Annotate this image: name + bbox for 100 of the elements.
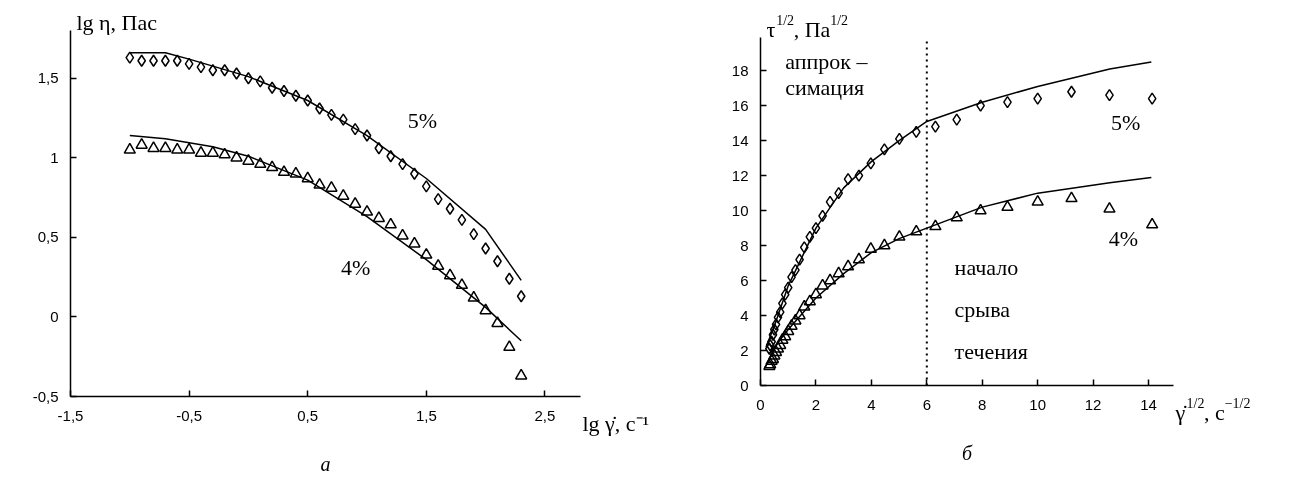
point xyxy=(893,229,906,241)
point xyxy=(137,54,147,67)
x-tick-label: 12 xyxy=(1084,395,1102,413)
point xyxy=(854,169,864,182)
point xyxy=(160,54,170,67)
point xyxy=(481,242,491,255)
point xyxy=(301,171,314,183)
point xyxy=(194,145,208,157)
point xyxy=(764,342,774,356)
point xyxy=(135,137,148,149)
point xyxy=(338,113,348,126)
x-tick-label: 14 xyxy=(1140,395,1157,413)
point xyxy=(337,188,350,200)
point xyxy=(805,230,815,244)
point xyxy=(433,192,443,206)
point xyxy=(514,368,528,380)
point xyxy=(360,204,374,216)
point xyxy=(516,290,526,303)
point xyxy=(818,209,828,223)
point xyxy=(894,132,904,146)
x-tick-label: 0 xyxy=(756,395,765,413)
point xyxy=(504,272,514,285)
point xyxy=(777,297,787,310)
point xyxy=(265,160,279,172)
y-tick-label: 0 xyxy=(50,307,59,325)
y-tick-label: 0 xyxy=(740,376,749,394)
point xyxy=(218,147,231,159)
annotation: 5% xyxy=(1110,109,1141,135)
point xyxy=(125,51,135,64)
point xyxy=(852,252,866,264)
point xyxy=(372,211,386,223)
point xyxy=(816,278,829,290)
point xyxy=(289,166,303,178)
point xyxy=(929,219,942,231)
point xyxy=(469,227,479,241)
point xyxy=(952,113,962,126)
point xyxy=(879,143,889,156)
point xyxy=(350,122,360,136)
x-tick-label: 2 xyxy=(811,395,821,413)
point xyxy=(811,221,821,235)
point xyxy=(467,290,481,302)
y-tick-label: 1,5 xyxy=(37,69,59,87)
annotation: 4% xyxy=(340,254,371,280)
point xyxy=(768,328,778,342)
annotation: 5% xyxy=(407,108,438,134)
point xyxy=(843,172,853,186)
y-tick-label: 8 xyxy=(740,236,749,254)
x-tick-label: 6 xyxy=(922,395,931,413)
point xyxy=(123,142,137,154)
x-tick-label: 8 xyxy=(978,395,987,413)
text: б xyxy=(961,441,973,464)
y-tick-label: 16 xyxy=(731,96,749,114)
point xyxy=(421,180,431,193)
point xyxy=(291,89,301,102)
point xyxy=(184,57,194,71)
point xyxy=(313,177,326,189)
point xyxy=(503,340,516,352)
x-axis-title: lg γ̇, с⁻¹ xyxy=(582,411,650,436)
x-tick-label: -1,5 xyxy=(57,406,84,424)
y-tick-label: 14 xyxy=(731,131,749,149)
point xyxy=(911,125,921,139)
point xyxy=(780,288,790,301)
point xyxy=(196,60,206,74)
point xyxy=(930,120,940,133)
point xyxy=(491,316,504,328)
point xyxy=(457,213,467,227)
point xyxy=(1145,217,1159,229)
point xyxy=(1147,92,1157,105)
point xyxy=(1001,200,1014,212)
y-tick-label: 18 xyxy=(731,61,749,79)
point xyxy=(878,238,891,250)
y-axis-title: lg η, Пас xyxy=(76,10,158,35)
point xyxy=(769,323,779,336)
y-tick-label: 12 xyxy=(731,166,749,184)
point xyxy=(398,157,408,171)
point xyxy=(279,84,289,98)
point xyxy=(866,157,876,170)
y-tick-label: 1 xyxy=(50,148,59,166)
point xyxy=(384,217,397,229)
point xyxy=(267,81,277,95)
point xyxy=(809,287,823,299)
point xyxy=(386,149,396,163)
point xyxy=(789,313,802,325)
point xyxy=(206,145,220,157)
point xyxy=(765,339,775,352)
point xyxy=(783,281,793,294)
point xyxy=(479,303,492,315)
point xyxy=(159,141,172,153)
point xyxy=(841,259,855,271)
x-tick-label: 0,5 xyxy=(297,406,319,424)
point xyxy=(277,165,291,177)
point xyxy=(172,54,182,67)
annotation: аппрок – симация xyxy=(785,49,869,101)
point xyxy=(455,278,469,290)
point xyxy=(362,129,372,142)
point xyxy=(147,141,160,153)
point xyxy=(910,224,923,236)
point xyxy=(775,305,785,319)
x-tick-label: 10 xyxy=(1029,395,1047,413)
point xyxy=(396,228,409,240)
